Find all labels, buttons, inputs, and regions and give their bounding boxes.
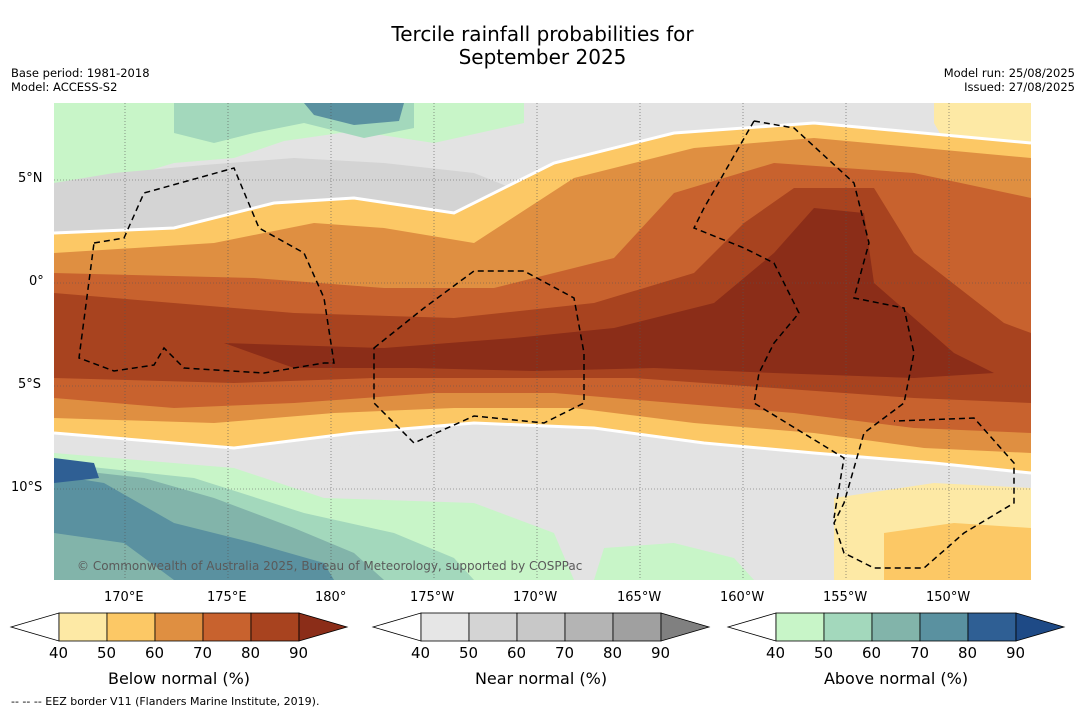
cb-below-tick: 40 [49,644,69,662]
colorbar-below-normal [9,612,349,642]
cb-above-tick: 70 [910,644,930,662]
lon-label-160w: 160°W [720,590,765,605]
southwest-above-normal-70 [54,475,334,580]
lon-label-155w: 155°W [823,590,868,605]
southwest-above-normal-80 [54,458,99,483]
cb-above-tick: 90 [1006,644,1026,662]
graticule [54,103,1031,580]
lat-label-5s: 5°S [18,377,42,392]
cb-below-tick: 50 [97,644,117,662]
cb-below-tick: 70 [193,644,213,662]
cb-above-tick: 50 [814,644,834,662]
colorbar-above-label: Above normal (%) [823,669,969,688]
colorbars-svg [9,612,1066,642]
eez-footer-note: -- -- -- EEZ border V11 (Flanders Marine… [11,695,320,708]
cb-near-tick: 50 [459,644,479,662]
colorbar-near-normal [371,612,711,642]
cb-near-tick: 80 [603,644,623,662]
lon-label-180: 180° [315,590,347,605]
southeast-orange [884,523,1031,580]
cb-near-tick: 40 [411,644,431,662]
south-green-patch [594,543,754,580]
lon-label-150w: 150°W [926,590,971,605]
cb-below-tick: 60 [145,644,165,662]
north-above-normal-peak [304,103,404,125]
lon-label-165w: 165°W [617,590,662,605]
eez-borders [78,120,1015,569]
cb-near-tick: 90 [651,644,671,662]
cb-above-tick: 80 [958,644,978,662]
northern-category-boundary [54,121,1031,235]
lon-label-170e: 170°E [104,590,144,605]
model-run-text: Model run: 25/08/2025 [943,66,1075,80]
equatorial-below-normal-90 [224,208,994,378]
model-text: Model: ACCESS-S2 [11,80,118,94]
rainfall-probability-map [54,103,1031,580]
cb-above-tick: 60 [862,644,882,662]
cb-near-tick: 60 [507,644,527,662]
southern-category-boundary [54,421,1031,475]
colorbar-below-label: Below normal (%) [107,669,251,688]
lon-label-175e: 175°E [207,590,247,605]
colorbar-above-normal [726,612,1066,642]
map-title-line2: September 2025 [458,45,627,69]
cb-above-tick: 40 [766,644,786,662]
lat-label-0: 0° [29,274,44,289]
map-title-line1: Tercile rainfall probabilities for [391,22,694,46]
lon-label-170w: 170°W [513,590,558,605]
base-period-text: Base period: 1981-2018 [11,66,150,80]
map-svg [54,103,1031,580]
map-credit: © Commonwealth of Australia 2025, Bureau… [77,559,583,573]
colorbar-near-label: Near normal (%) [474,669,608,688]
lon-label-175w: 175°W [410,590,455,605]
cb-below-tick: 80 [241,644,261,662]
lat-label-10s: 10°S [11,480,43,495]
cb-below-tick: 90 [289,644,309,662]
lat-label-5n: 5°N [18,171,43,186]
cb-near-tick: 70 [555,644,575,662]
issued-text: Issued: 27/08/2025 [964,80,1075,94]
